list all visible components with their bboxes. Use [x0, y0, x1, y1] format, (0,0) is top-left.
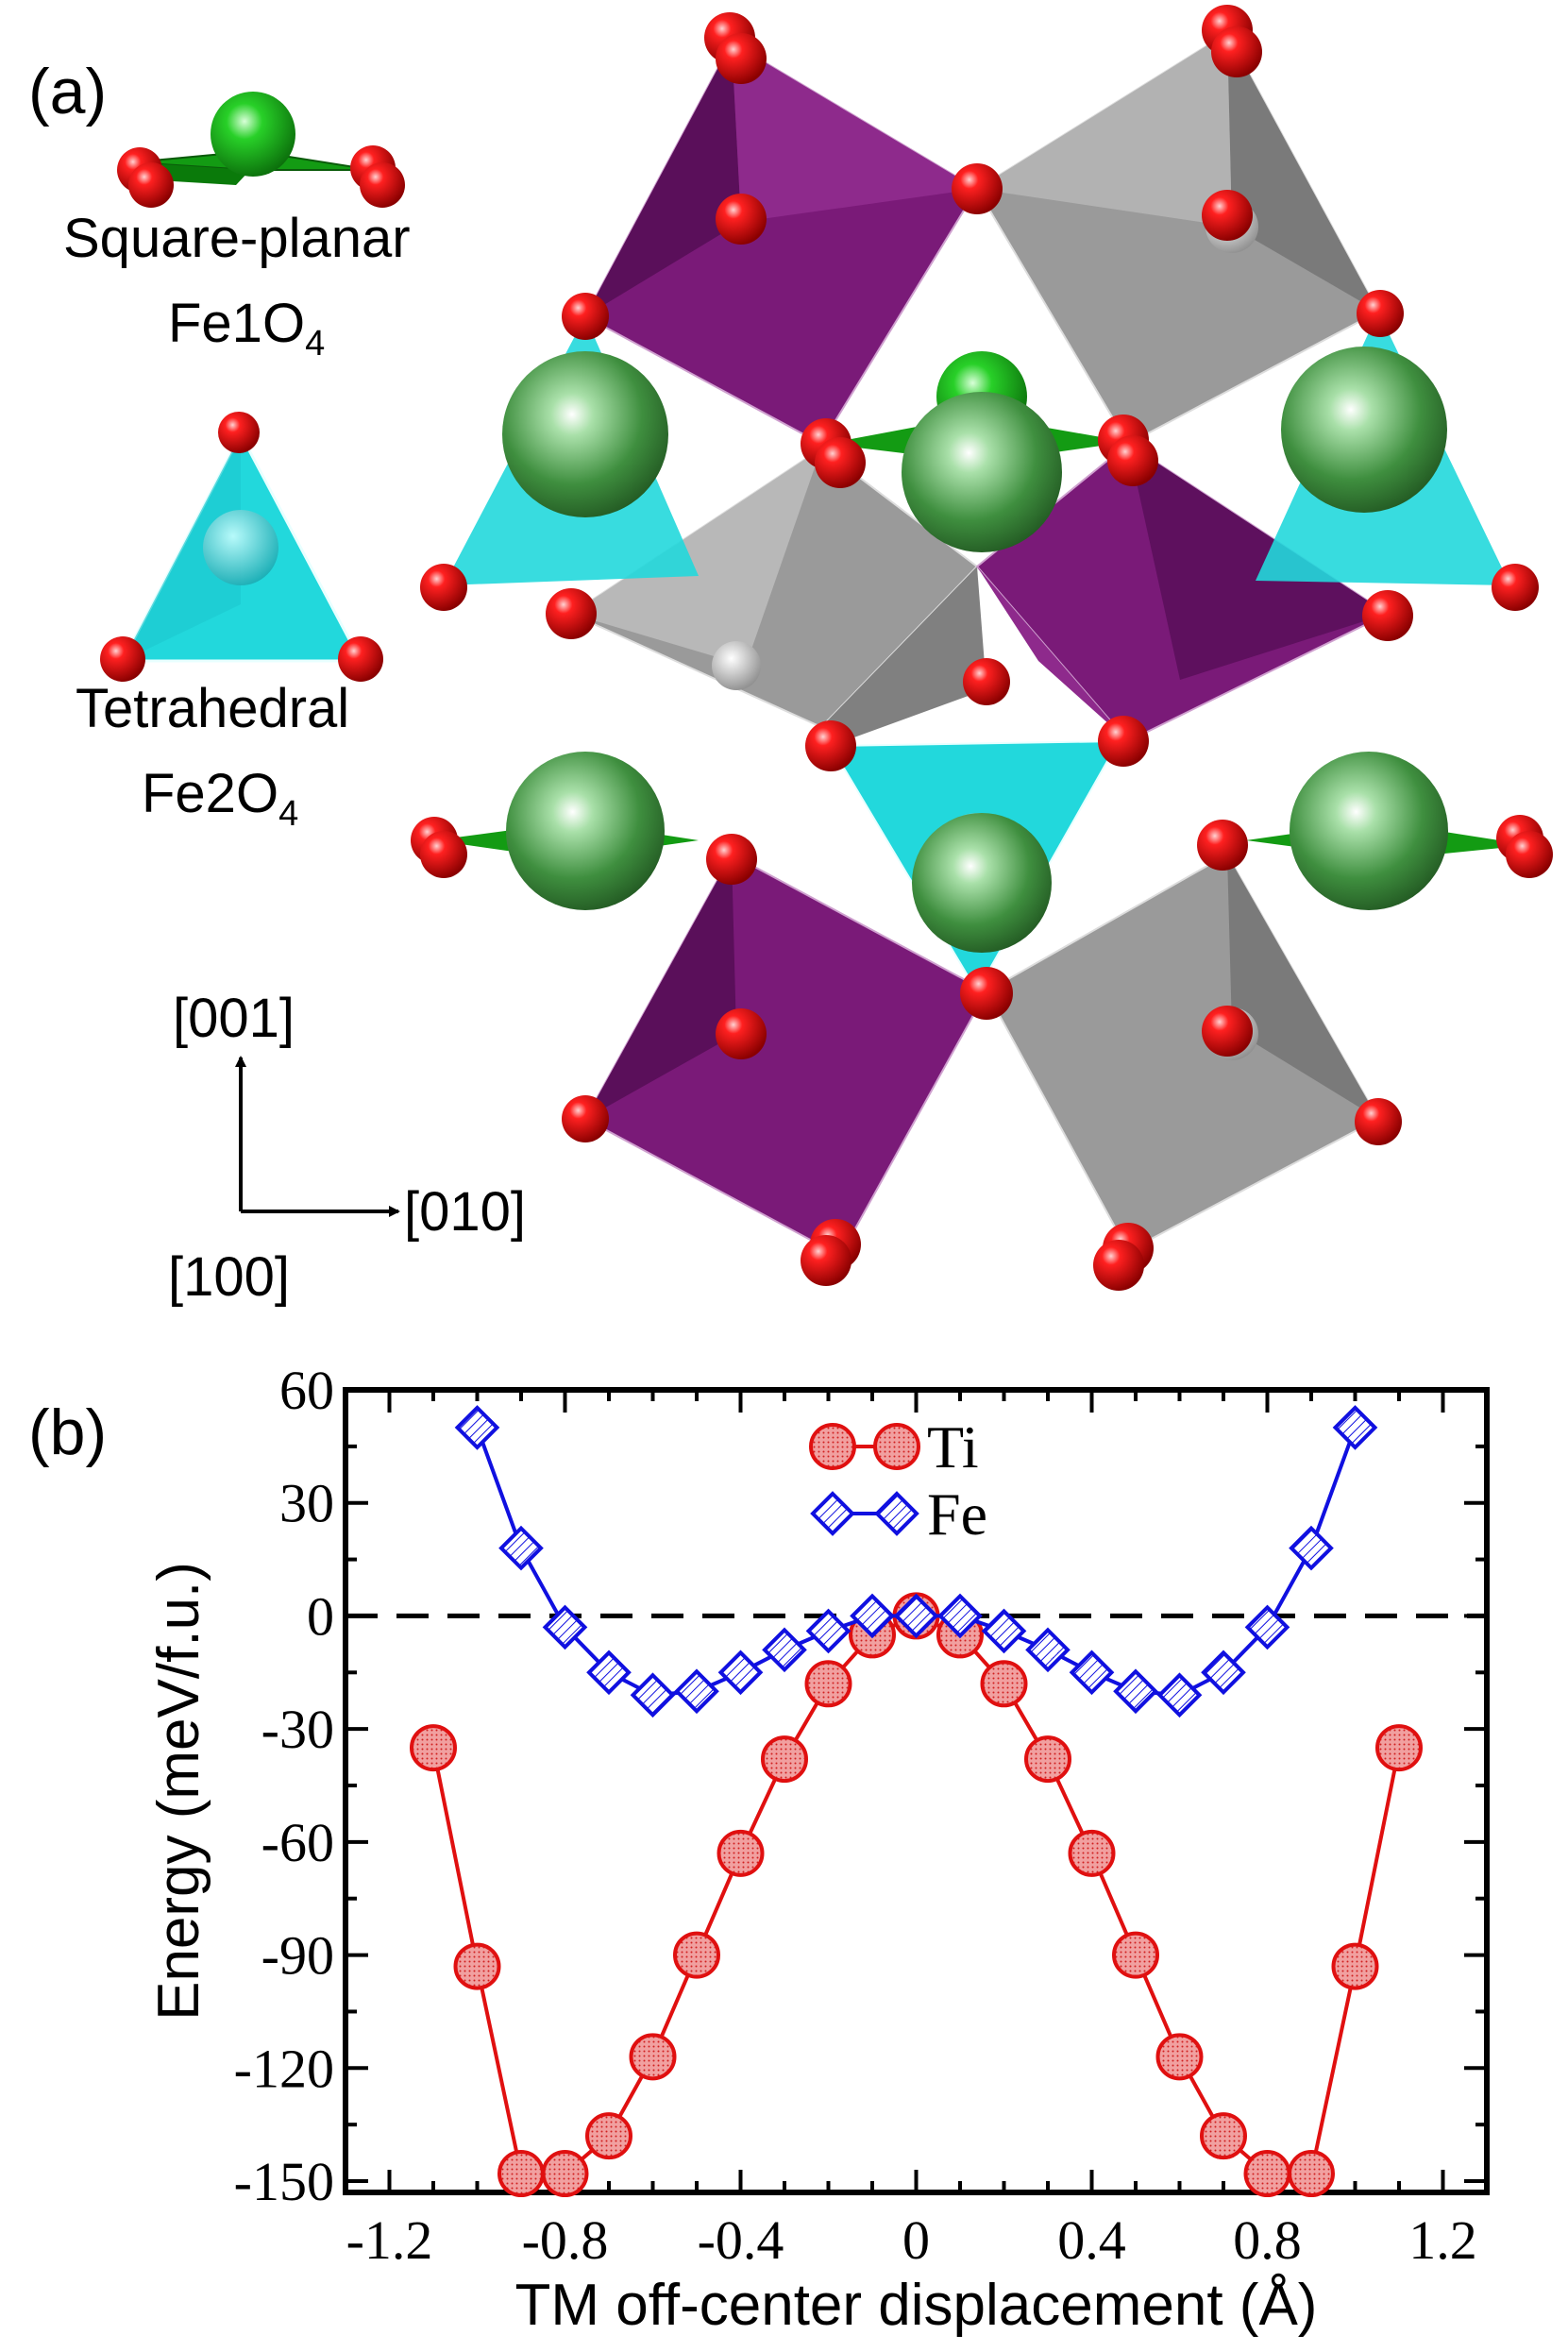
data-point-fe — [805, 1608, 851, 1654]
data-point-ti — [453, 1942, 501, 1990]
data-point-ti — [1331, 1942, 1379, 1990]
data-point-fe — [981, 1608, 1027, 1654]
panel-b-label: (b) — [28, 1396, 107, 1468]
y-tick-label: 0 — [307, 1585, 334, 1647]
panel-a-label: (a) — [28, 56, 107, 127]
data-point-fe — [1332, 1405, 1378, 1450]
data-point-fe — [850, 1593, 895, 1639]
x-axis-label: TM off-center displacement (Å) — [515, 2273, 1318, 2338]
crystal-structure — [411, 5, 1553, 1291]
legend-label-ti: Ti — [927, 1413, 979, 1481]
data-point-ti — [980, 1660, 1028, 1708]
legend-marker-fe — [874, 1491, 919, 1536]
data-point-ti — [497, 2150, 545, 2198]
data-point-fe — [1201, 1650, 1246, 1696]
y-tick-label: -30 — [261, 1699, 334, 1760]
data-point-ti — [1112, 1931, 1159, 1979]
data-point-fe — [762, 1627, 807, 1673]
data-point-fe — [1025, 1627, 1071, 1673]
legend-marker-fe — [810, 1491, 855, 1536]
data-point-ti — [1375, 1724, 1423, 1772]
data-point-fe — [717, 1650, 764, 1696]
series-line-ti — [431, 1614, 1401, 2176]
tetrahedral-legend-icon — [100, 412, 383, 682]
data-point-fe — [542, 1604, 588, 1650]
data-point-ti — [1155, 2033, 1204, 2081]
data-point-ti — [761, 1735, 808, 1784]
x-tick-label: -0.8 — [522, 2209, 609, 2271]
legend-label-fe: Fe — [927, 1481, 987, 1548]
data-point-ti — [1243, 2150, 1291, 2198]
axis-100-label: [100] — [168, 1246, 290, 1308]
data-point-ti — [673, 1931, 720, 1979]
square-planar-label: Square-planar — [63, 208, 411, 269]
y-axis-label: Energy (meV/f.u.) — [146, 1562, 211, 2021]
x-tick-label: -0.4 — [698, 2209, 784, 2271]
data-point-ti — [410, 1724, 457, 1772]
y-tick-label: -120 — [234, 2038, 334, 2099]
data-point-fe — [630, 1672, 676, 1718]
data-point-fe — [454, 1405, 500, 1450]
data-point-fe — [893, 1593, 939, 1639]
axis-010-label: [010] — [404, 1181, 526, 1243]
energy-chart: -1.2 -0.8 -0.4 0 0.4 0.8 1.2 60 30 0 -30 -60 -90 -120… — [146, 1360, 1490, 2338]
crystal-structure-panel: (a) Square-planar Fe1O4 Tetrahedral Fe2O… — [28, 5, 1553, 1308]
data-point-fe — [586, 1650, 632, 1696]
square-planar-legend-icon — [117, 92, 405, 208]
legend-marker-ti — [809, 1423, 856, 1470]
axis-001-label: [001] — [173, 988, 295, 1049]
energy-chart-panel: (b) -1.2 -0.8 -0.4 0 0.4 0.8 1.2 60 30 0 -30 -60 -90… — [28, 1360, 1490, 2338]
y-tick-label: 30 — [279, 1473, 334, 1534]
data-point-ti — [1200, 2112, 1247, 2160]
data-point-fe — [498, 1525, 544, 1571]
data-point-fe — [1289, 1525, 1334, 1571]
tetrahedral-label: Tetrahedral — [76, 678, 349, 739]
x-tick-label: 0 — [902, 2209, 930, 2271]
data-point-ti — [717, 1829, 765, 1877]
x-tick-label: 0.8 — [1233, 2209, 1302, 2271]
axes-indicator: [001] [010] [100] — [168, 988, 526, 1308]
legend-marker-ti — [873, 1423, 920, 1470]
y-tick-label: -150 — [234, 2151, 334, 2212]
data-point-ti — [629, 2033, 677, 2081]
y-tick-label: -60 — [261, 1812, 334, 1873]
data-point-fe — [1113, 1668, 1158, 1715]
data-point-ti — [804, 1660, 852, 1708]
x-tick-label: 1.2 — [1408, 2209, 1477, 2271]
data-point-ti — [1288, 2150, 1335, 2198]
plot-frame — [343, 1387, 1490, 2195]
data-point-ti — [1024, 1735, 1071, 1784]
data-point-fe — [1244, 1604, 1290, 1650]
tetrahedral-formula: Fe2O4 — [142, 763, 298, 834]
data-point-ti — [1068, 1829, 1116, 1877]
data-point-ti — [541, 2150, 589, 2198]
data-point-fe — [1156, 1672, 1203, 1718]
x-tick-label: -1.2 — [346, 2209, 433, 2271]
data-point-fe — [1069, 1650, 1115, 1696]
y-tick-label: 60 — [279, 1360, 334, 1421]
data-point-fe — [937, 1593, 983, 1639]
y-tick-label: -90 — [261, 1925, 334, 1987]
x-tick-label: 0.4 — [1057, 2209, 1126, 2271]
oxygen-atoms — [411, 5, 1553, 1291]
data-point-ti — [585, 2112, 632, 2160]
data-point-fe — [674, 1668, 719, 1715]
square-planar-formula: Fe1O4 — [168, 293, 325, 364]
